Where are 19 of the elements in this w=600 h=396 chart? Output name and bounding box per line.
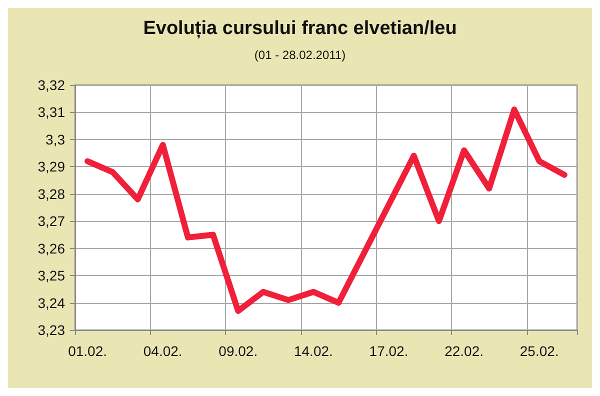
x-tick-label: 25.02. [520, 343, 559, 359]
x-tick-label: 01.02. [68, 343, 108, 359]
y-tick-label: 3,31 [38, 104, 66, 120]
chart-subtitle: (01 - 28.02.2011) [254, 48, 346, 62]
y-tick-label: 3,24 [38, 294, 66, 311]
y-tick-label: 3,32 [38, 77, 66, 93]
y-tick-label: 3,27 [38, 213, 66, 230]
x-tick-label: 14.02. [294, 343, 333, 359]
y-tick-label: 3,26 [38, 240, 66, 256]
x-tick-label: 04.02. [143, 343, 182, 359]
x-tick-label: 09.02. [218, 343, 258, 359]
y-tick-label: 3,25 [38, 268, 66, 284]
y-tick-label: 3,3 [46, 131, 66, 148]
x-tick-label: 17.02. [369, 343, 408, 359]
chart-title: Evoluția cursului franc elvetian/leu [143, 18, 457, 39]
y-tick-label: 3,29 [38, 158, 66, 175]
y-tick-label: 3,23 [38, 322, 66, 338]
y-tick-label: 3,28 [38, 186, 66, 202]
x-tick-label: 22.02. [444, 343, 484, 359]
